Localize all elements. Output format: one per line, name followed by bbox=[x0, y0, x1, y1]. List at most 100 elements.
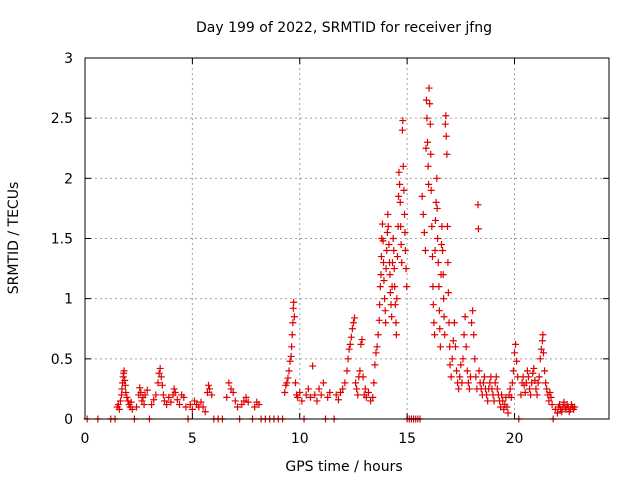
data-point bbox=[118, 385, 126, 393]
data-point bbox=[382, 319, 390, 327]
data-point bbox=[548, 401, 556, 409]
data-point bbox=[475, 367, 483, 375]
data-point bbox=[399, 117, 407, 125]
chart-title: Day 199 of 2022, SRMTID for receiver jfn… bbox=[196, 20, 492, 36]
data-point bbox=[156, 364, 164, 372]
data-point bbox=[540, 349, 547, 357]
data-point bbox=[120, 367, 128, 375]
y-tick-label: 0.5 bbox=[51, 352, 73, 368]
data-point bbox=[165, 393, 173, 401]
data-point bbox=[127, 398, 135, 406]
data-point bbox=[133, 403, 141, 411]
data-point bbox=[315, 385, 323, 393]
data-point bbox=[472, 373, 480, 381]
data-point bbox=[479, 379, 487, 387]
data-point bbox=[372, 349, 380, 357]
data-points bbox=[83, 84, 579, 423]
data-point bbox=[422, 96, 430, 104]
data-point bbox=[128, 405, 136, 413]
data-point bbox=[398, 126, 406, 134]
data-point bbox=[296, 389, 304, 397]
data-point bbox=[157, 373, 165, 381]
data-point bbox=[118, 391, 126, 399]
data-point bbox=[498, 391, 506, 399]
data-point bbox=[402, 265, 410, 273]
data-point bbox=[281, 389, 289, 397]
data-point bbox=[470, 331, 478, 339]
data-point bbox=[159, 391, 167, 399]
data-point bbox=[152, 391, 160, 399]
data-point bbox=[223, 393, 231, 401]
data-point bbox=[116, 397, 124, 405]
data-point bbox=[535, 373, 543, 381]
data-point bbox=[509, 367, 517, 375]
y-axis-label: SRMTID / TECUs bbox=[6, 182, 22, 295]
x-tick-label: 10 bbox=[291, 431, 309, 447]
data-point bbox=[468, 319, 476, 327]
data-point bbox=[532, 385, 540, 393]
data-point bbox=[186, 401, 194, 409]
data-point bbox=[393, 295, 401, 303]
data-point bbox=[304, 385, 312, 393]
data-point bbox=[121, 376, 129, 384]
data-point bbox=[344, 355, 352, 363]
data-point bbox=[480, 373, 488, 381]
data-point bbox=[448, 355, 456, 363]
y-tick-label: 3 bbox=[64, 51, 73, 67]
data-point bbox=[233, 403, 241, 411]
data-point bbox=[343, 367, 351, 375]
data-point bbox=[457, 361, 465, 369]
data-point bbox=[389, 259, 397, 267]
data-point bbox=[244, 398, 252, 406]
data-point bbox=[154, 379, 162, 387]
data-point bbox=[447, 373, 455, 381]
data-point bbox=[426, 120, 434, 128]
data-point bbox=[383, 228, 391, 236]
data-point bbox=[160, 397, 168, 405]
data-point bbox=[385, 241, 393, 249]
data-point bbox=[361, 385, 369, 393]
data-point bbox=[208, 391, 216, 399]
data-point bbox=[453, 367, 461, 375]
data-point bbox=[397, 241, 405, 249]
data-point bbox=[238, 401, 246, 409]
data-point bbox=[255, 401, 263, 409]
data-point bbox=[285, 367, 293, 375]
data-point bbox=[396, 180, 404, 188]
data-point bbox=[429, 283, 437, 291]
data-point bbox=[427, 150, 435, 158]
data-point bbox=[446, 361, 454, 369]
data-point bbox=[526, 385, 534, 393]
data-point bbox=[553, 409, 561, 417]
data-point bbox=[346, 340, 354, 348]
data-point bbox=[499, 397, 507, 405]
data-point bbox=[521, 389, 529, 397]
data-point bbox=[332, 391, 340, 399]
data-point bbox=[352, 379, 360, 387]
data-point bbox=[395, 168, 403, 176]
data-point bbox=[434, 259, 442, 267]
data-point bbox=[511, 349, 519, 357]
data-point bbox=[529, 369, 537, 377]
data-point bbox=[339, 385, 347, 393]
y-tick-label: 2.5 bbox=[51, 111, 73, 127]
data-point bbox=[326, 389, 334, 397]
data-point bbox=[431, 331, 439, 339]
data-point bbox=[201, 408, 209, 416]
data-point bbox=[436, 343, 444, 351]
data-point bbox=[431, 247, 439, 255]
data-point bbox=[381, 307, 389, 315]
data-point bbox=[523, 367, 531, 375]
data-point bbox=[290, 298, 298, 306]
y-tick-label: 0 bbox=[64, 412, 73, 428]
data-point bbox=[287, 352, 295, 360]
data-point bbox=[324, 393, 332, 401]
data-point bbox=[458, 379, 466, 387]
data-point bbox=[173, 396, 181, 404]
data-point bbox=[431, 216, 439, 224]
data-point bbox=[317, 391, 325, 399]
data-point bbox=[375, 316, 383, 324]
x-tick-label: 15 bbox=[398, 431, 416, 447]
data-point bbox=[121, 381, 129, 389]
data-point bbox=[362, 393, 370, 401]
